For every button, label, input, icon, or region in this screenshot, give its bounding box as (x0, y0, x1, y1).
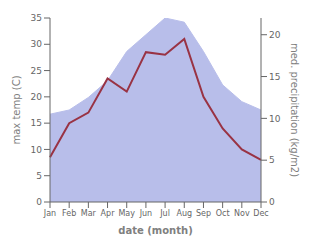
svg-text:date (month): date (month) (118, 225, 192, 236)
svg-text:Apr: Apr (101, 209, 116, 218)
svg-text:0: 0 (269, 197, 275, 207)
svg-text:25: 25 (31, 66, 42, 76)
svg-text:Dec: Dec (253, 209, 268, 218)
svg-text:10: 10 (31, 145, 43, 155)
svg-text:Feb: Feb (62, 209, 76, 218)
svg-text:15: 15 (31, 118, 42, 128)
svg-text:med. precipitation (kg/m2): med. precipitation (kg/m2) (289, 43, 300, 177)
svg-text:5: 5 (36, 171, 42, 181)
svg-text:5: 5 (269, 155, 275, 165)
svg-text:20: 20 (269, 30, 281, 40)
svg-text:Oct: Oct (216, 209, 230, 218)
svg-text:Nov: Nov (234, 209, 250, 218)
svg-text:Mar: Mar (81, 209, 97, 218)
svg-text:Jan: Jan (43, 209, 56, 218)
svg-text:0: 0 (36, 197, 42, 207)
svg-text:30: 30 (31, 39, 43, 49)
svg-text:35: 35 (31, 13, 42, 23)
svg-text:max temp (C): max temp (C) (11, 75, 22, 144)
svg-text:20: 20 (31, 92, 43, 102)
svg-text:May: May (118, 209, 135, 218)
svg-text:Sep: Sep (196, 209, 211, 218)
svg-text:15: 15 (269, 72, 280, 82)
svg-text:Jul: Jul (159, 209, 170, 218)
svg-text:Aug: Aug (176, 209, 192, 218)
svg-text:Jun: Jun (139, 209, 153, 218)
svg-text:10: 10 (269, 114, 281, 124)
